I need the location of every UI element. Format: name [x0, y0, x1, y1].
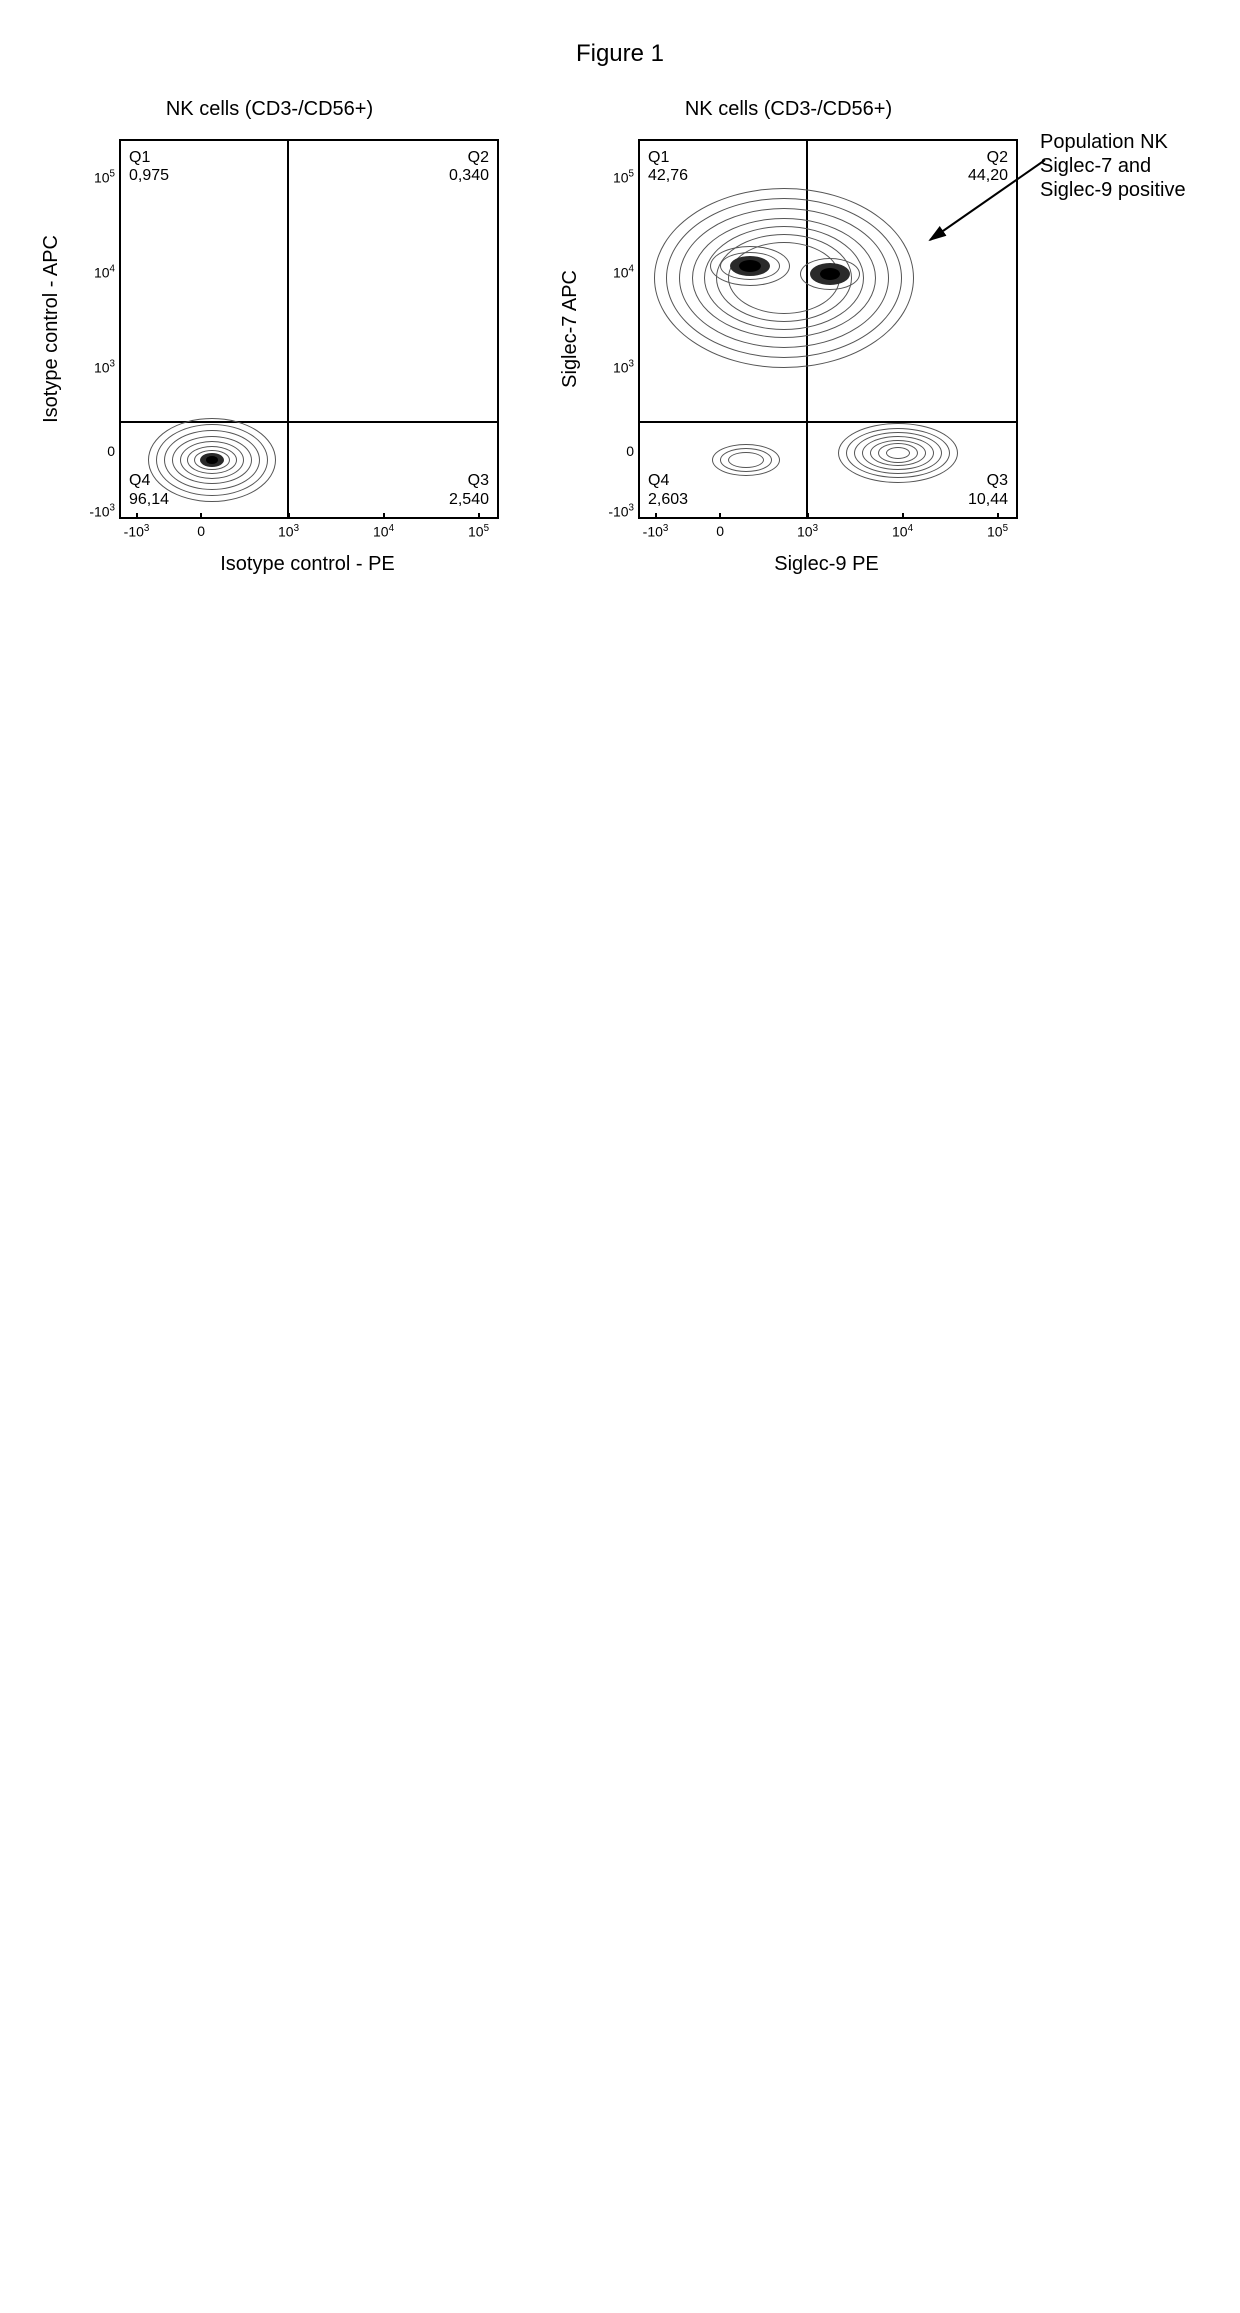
annotation-arrow	[920, 150, 1055, 250]
y-ticks: -103 0 103 104 105	[588, 139, 638, 519]
figure-container: Figure 1 NK cells (CD3-/CD56+) Isotype co…	[40, 40, 1200, 576]
y-tick-label: 103	[613, 359, 634, 376]
y-axis-label: Siglec-7 APC	[559, 270, 582, 388]
plot-title: NK cells (CD3-/CD56+)	[166, 98, 373, 121]
quadrant-label-q4: Q4 2,603	[648, 472, 688, 509]
quadrant-label-q1: Q1 0,975	[129, 149, 169, 186]
y-tick-label: -103	[608, 503, 634, 520]
x-tick-label: 103	[797, 523, 818, 540]
y-tick-label: 0	[626, 443, 634, 459]
y-tick-label: -103	[89, 503, 115, 520]
x-tick-label: 103	[278, 523, 299, 540]
quadrant-label-q4: Q4 96,14	[129, 472, 169, 509]
x-tick-label: -103	[124, 523, 150, 540]
quadrant-label-q3: Q3 2,540	[449, 472, 489, 509]
x-tick-label: -103	[643, 523, 669, 540]
y-tick-label: 104	[94, 264, 115, 281]
quadrant-label-q1: Q1 42,76	[648, 149, 688, 186]
quadrant-label-q2: Q2 0,340	[449, 149, 489, 186]
x-axis-label: Siglec-9 PE	[637, 553, 1017, 576]
y-tick-label: 105	[94, 169, 115, 186]
x-tick-label: 105	[987, 523, 1008, 540]
plot-left: NK cells (CD3-/CD56+) Isotype control - A…	[40, 98, 499, 576]
x-axis-label: Isotype control - PE	[118, 553, 498, 576]
x-ticks: -103 0 103 104 105	[118, 519, 498, 547]
y-axis-label: Isotype control - APC	[40, 235, 63, 423]
y-tick-label: 103	[94, 359, 115, 376]
contour-ring	[886, 447, 910, 459]
y-tick-label: 105	[613, 169, 634, 186]
contour-ring	[820, 268, 840, 280]
quadrant-divider-vertical	[287, 141, 289, 517]
quadrant-divider-horizontal	[121, 421, 497, 423]
x-tick-label: 0	[197, 523, 205, 539]
x-ticks: -103 0 103 104 105	[637, 519, 1017, 547]
plot-title: NK cells (CD3-/CD56+)	[685, 98, 892, 121]
plot-frame: Isotype control - APC-1030103104105Q1 0,…	[40, 139, 499, 519]
population-annotation: Population NKSiglec-7 andSiglec-9 positi…	[1040, 130, 1186, 202]
x-tick-label: 0	[716, 523, 724, 539]
quadrant-divider-horizontal	[640, 421, 1016, 423]
figure-title: Figure 1	[40, 40, 1200, 68]
quadrant-label-q3: Q3 10,44	[968, 472, 1008, 509]
y-tick-label: 104	[613, 264, 634, 281]
x-tick-label: 104	[892, 523, 913, 540]
y-tick-label: 0	[107, 443, 115, 459]
x-tick-label: 105	[468, 523, 489, 540]
plot-box: Q1 0,975 Q2 0,340 Q3 2,540 Q4 96,14	[119, 139, 499, 519]
x-tick-label: 104	[373, 523, 394, 540]
y-ticks: -103 0 103 104 105	[69, 139, 119, 519]
